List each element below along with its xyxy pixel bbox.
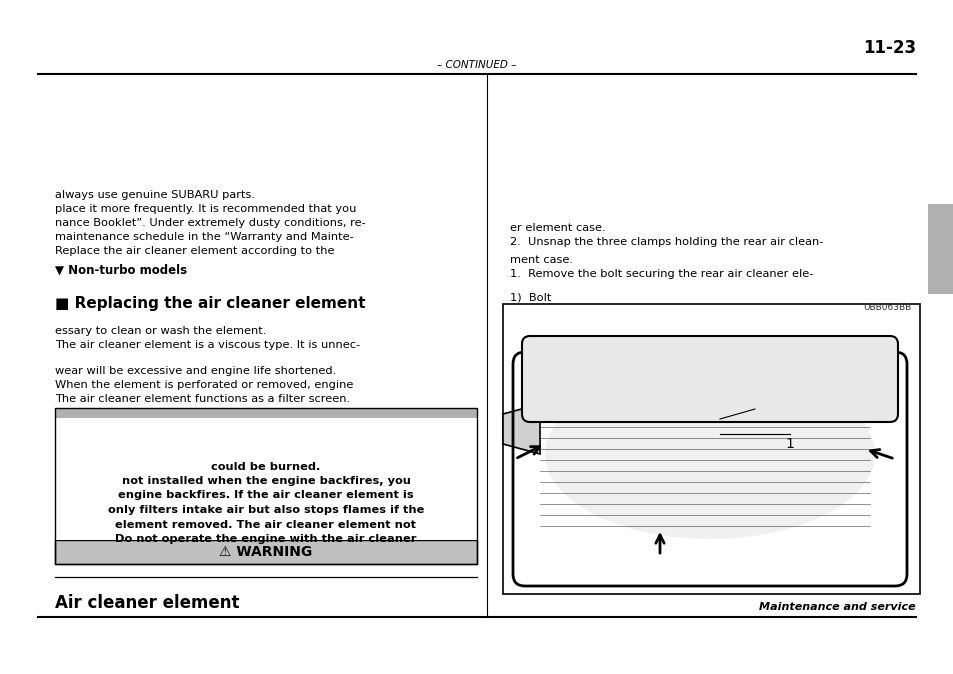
Text: 1: 1: [784, 437, 794, 451]
Text: 11-23: 11-23: [862, 39, 915, 57]
Text: The air cleaner element functions as a filter screen.: The air cleaner element functions as a f…: [55, 394, 350, 404]
Bar: [502, 304, 919, 594]
Text: er element case.: er element case.: [510, 223, 605, 233]
Text: Maintenance and service: Maintenance and service: [759, 602, 915, 612]
Bar: [55, 408, 476, 564]
Text: Do not operate the engine with the air cleaner: Do not operate the engine with the air c…: [115, 534, 416, 544]
Text: place it more frequently. It is recommended that you: place it more frequently. It is recommen…: [55, 204, 356, 214]
Text: not installed when the engine backfires, you: not installed when the engine backfires,…: [121, 476, 410, 486]
Text: 1.  Remove the bolt securing the rear air cleaner ele-: 1. Remove the bolt securing the rear air…: [510, 269, 813, 279]
FancyBboxPatch shape: [521, 336, 897, 422]
Text: 2.  Unsnap the three clamps holding the rear air clean-: 2. Unsnap the three clamps holding the r…: [510, 237, 822, 247]
Text: – CONTINUED –: – CONTINUED –: [436, 60, 517, 70]
Text: The air cleaner element is a viscous type. It is unnec-: The air cleaner element is a viscous typ…: [55, 340, 359, 350]
Bar: [927, 204, 953, 294]
Text: only filters intake air but also stops flames if the: only filters intake air but also stops f…: [108, 505, 424, 515]
Text: ment case.: ment case.: [510, 255, 573, 265]
Text: wear will be excessive and engine life shortened.: wear will be excessive and engine life s…: [55, 366, 335, 376]
Text: could be burned.: could be burned.: [212, 462, 320, 472]
Text: UBB063BB: UBB063BB: [862, 303, 911, 312]
Text: always use genuine SUBARU parts.: always use genuine SUBARU parts.: [55, 190, 254, 200]
Text: nance Booklet”. Under extremely dusty conditions, re-: nance Booklet”. Under extremely dusty co…: [55, 218, 365, 228]
Text: engine backfires. If the air cleaner element is: engine backfires. If the air cleaner ele…: [118, 491, 414, 501]
Text: element removed. The air cleaner element not: element removed. The air cleaner element…: [115, 520, 416, 530]
Ellipse shape: [544, 369, 874, 539]
Text: Replace the air cleaner element according to the: Replace the air cleaner element accordin…: [55, 246, 335, 256]
Text: Air cleaner element: Air cleaner element: [55, 594, 239, 612]
Bar: [55, 418, 476, 540]
Bar: [55, 540, 476, 564]
Text: maintenance schedule in the “Warranty and Mainte-: maintenance schedule in the “Warranty an…: [55, 232, 354, 242]
Text: essary to clean or wash the element.: essary to clean or wash the element.: [55, 326, 266, 336]
Bar: [55, 408, 476, 418]
Text: ⚠ WARNING: ⚠ WARNING: [219, 545, 313, 559]
Text: ▼ Non-turbo models: ▼ Non-turbo models: [55, 264, 187, 277]
Text: When the element is perforated or removed, engine: When the element is perforated or remove…: [55, 380, 353, 390]
Text: ■ Replacing the air cleaner element: ■ Replacing the air cleaner element: [55, 296, 365, 311]
Text: 1)  Bolt: 1) Bolt: [510, 292, 551, 302]
Polygon shape: [502, 404, 539, 454]
